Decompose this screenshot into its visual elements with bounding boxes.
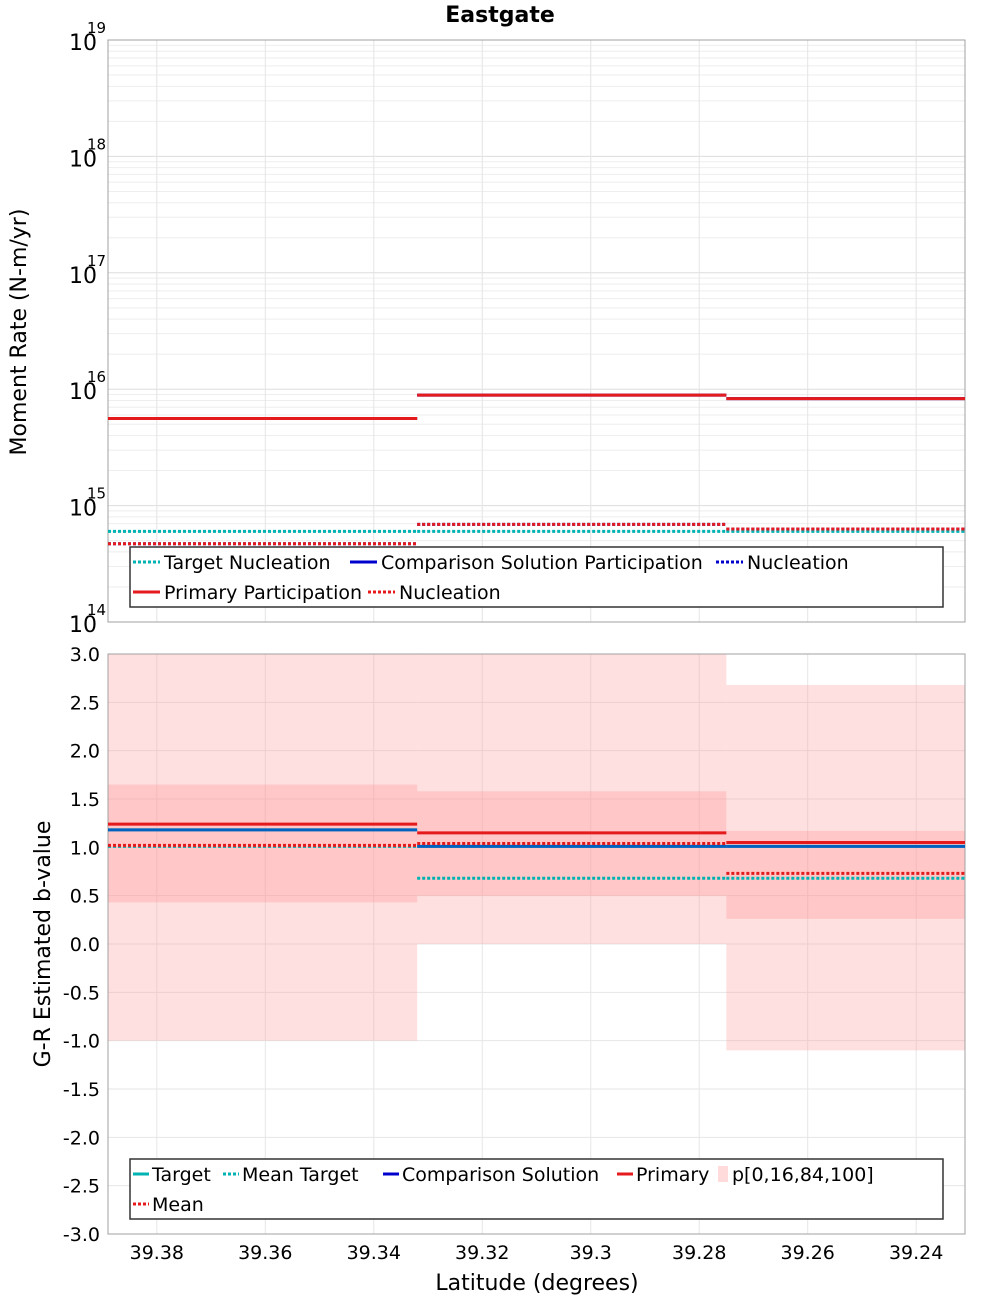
legend-label: p[0,16,84,100] [732, 1164, 874, 1186]
y-tick-label: -2.5 [63, 1176, 100, 1198]
legend-label: Mean [152, 1194, 204, 1216]
y-tick-label: -1.0 [63, 1031, 100, 1053]
legend-label: Nucleation [399, 582, 501, 604]
y-tick-label: 10 [69, 613, 97, 638]
legend-label: Comparison Solution [402, 1164, 599, 1186]
y-tick-label: 1.5 [70, 789, 100, 811]
y-tick-label: -0.5 [63, 982, 100, 1004]
bottom-y-axis-label: G-R Estimated b-value [31, 821, 56, 1068]
y-tick-exponent: 18 [87, 135, 106, 153]
x-axis-label: Latitude (degrees) [435, 1271, 638, 1296]
y-tick-label: 10 [69, 497, 97, 522]
y-tick-label: 2.5 [70, 692, 100, 714]
b-value-panel: 3.0 2.5 2.0 1.5 1.0 0.5 0.0 -0.5 -1.0 -1.5 -2.0 -2.… [63, 644, 966, 1264]
band-p0-p100 [726, 684, 965, 1051]
x-tick-label: 39.34 [347, 1242, 401, 1264]
x-tick-label: 39.3 [570, 1242, 612, 1264]
band-p16-p84 [108, 784, 418, 903]
legend-label: Target [151, 1164, 211, 1186]
chart-title: Eastgate [445, 3, 555, 28]
x-tick-label: 39.32 [455, 1242, 509, 1264]
y-tick-label: 3.0 [70, 644, 100, 666]
y-tick-label: 0.0 [70, 934, 100, 956]
y-tick-label: 10 [69, 147, 97, 172]
top-y-axis-label: Moment Rate (N-m/yr) [7, 209, 32, 456]
y-tick-label: 0.5 [70, 886, 100, 908]
y-tick-exponent: 14 [87, 601, 106, 619]
y-tick-exponent: 17 [87, 252, 106, 270]
legend-label: Mean Target [242, 1164, 359, 1186]
x-tick-label: 39.26 [780, 1242, 834, 1264]
legend-label: Target Nucleation [163, 552, 331, 574]
legend-swatch [718, 1166, 728, 1182]
y-tick-exponent: 16 [87, 368, 106, 386]
y-tick-label: 10 [69, 31, 97, 56]
legend-label: Primary [636, 1164, 709, 1186]
y-tick-label: 1.0 [70, 837, 100, 859]
plot-border [107, 39, 966, 623]
x-tick-label: 39.24 [889, 1242, 943, 1264]
legend-box [129, 1158, 944, 1220]
legend-label: Primary Participation [164, 582, 362, 604]
y-tick-label: 10 [69, 380, 97, 405]
y-tick-exponent: 15 [87, 485, 106, 503]
legend-label: Nucleation [747, 552, 849, 574]
y-tick-label: 2.0 [70, 741, 100, 763]
y-tick-exponent: 19 [87, 19, 106, 37]
y-tick-label: -3.0 [63, 1224, 100, 1246]
x-tick-label: 39.36 [238, 1242, 292, 1264]
top-legend: Target Nucleation Comparison Solution Par… [129, 546, 944, 608]
band-p0-p100 [417, 654, 727, 944]
legend-label: Comparison Solution Participation [381, 552, 703, 574]
bottom-legend: Target Mean Target Comparison Solution Prim… [129, 1158, 944, 1220]
x-tick-label: 39.28 [672, 1242, 726, 1264]
x-tick-label: 39.38 [130, 1242, 184, 1264]
y-tick-label: -2.0 [63, 1127, 100, 1149]
y-tick-label: -1.5 [63, 1079, 100, 1101]
y-tick-label: 10 [69, 264, 97, 289]
plot-area [108, 40, 965, 622]
legend-box [129, 546, 944, 608]
plot-border [107, 653, 966, 1235]
